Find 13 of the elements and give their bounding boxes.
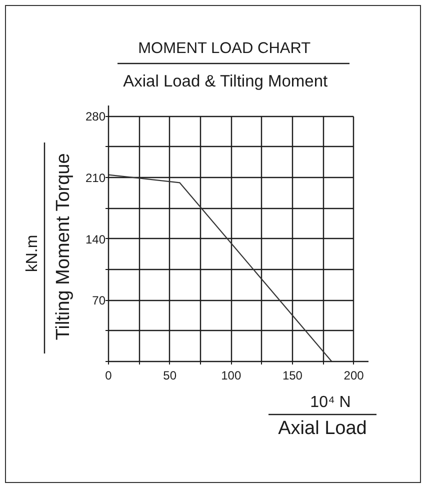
x-tick-label: 200 bbox=[344, 368, 364, 382]
y-tick-label: 280 bbox=[85, 110, 106, 124]
y-tick-label: 70 bbox=[92, 294, 106, 308]
y-tick-label: 140 bbox=[85, 232, 106, 246]
y-tick-label: 210 bbox=[85, 170, 106, 185]
x-tick-label: 150 bbox=[282, 368, 303, 382]
y-axis-title: kN.m Tilting Moment Torque bbox=[24, 153, 74, 340]
x-tick-label: 100 bbox=[221, 368, 242, 382]
x-tick-label: 0 bbox=[105, 368, 112, 382]
chart-subtitle: Axial Load & Tilting Moment bbox=[123, 72, 328, 90]
chart-title: MOMENT LOAD CHART bbox=[138, 40, 312, 57]
x-tick-label: 50 bbox=[163, 368, 177, 382]
x-axis-title: 10⁴ N Axial Load bbox=[278, 394, 367, 439]
